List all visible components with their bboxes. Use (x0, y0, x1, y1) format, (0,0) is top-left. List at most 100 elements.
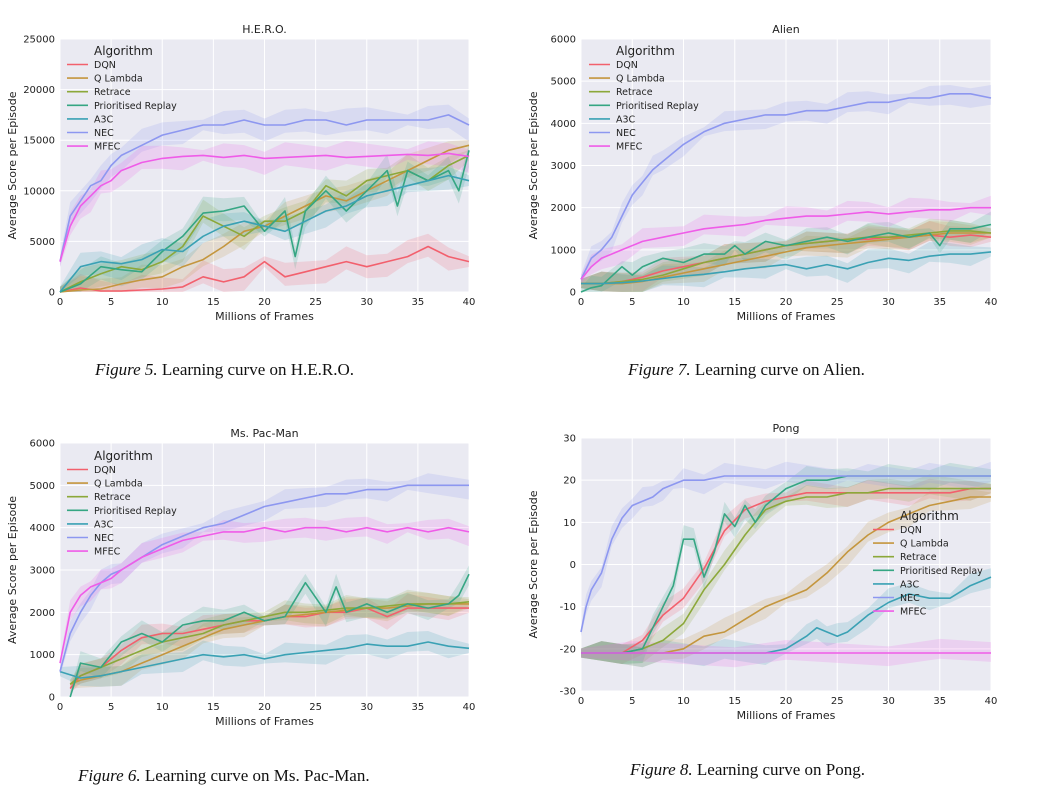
y-axis-label: Average Score per Episode (6, 91, 19, 239)
chart-h-e-r-o: 0 5 10 15 20 25 30 35 40 0 5000 10000 15000 20000 2500… (6, 23, 475, 323)
y-tick-label: 0 (570, 560, 576, 571)
legend-label-retrace: Retrace (94, 492, 131, 503)
legend-title: Algorithm (94, 44, 153, 58)
x-tick-label: 0 (57, 702, 63, 713)
legend-title: Algorithm (900, 509, 959, 523)
legend-label-retrace: Retrace (900, 552, 937, 563)
legend-label-prioritised-replay: Prioritised Replay (94, 506, 177, 517)
series-line-nec (59, 484, 469, 672)
legend: Algorithm DQN Q Lambda Retrace Prioritised R… (67, 44, 177, 153)
y-tick-label: 6000 (551, 35, 576, 46)
legend-label-q-lambda: Q Lambda (94, 74, 143, 85)
series-line-retrace (69, 601, 470, 685)
caption-alien: Figure 7. Learning curve on Alien. (628, 360, 865, 379)
x-tick-label: 15 (728, 297, 741, 308)
series-line-prioritised-replay (69, 573, 470, 698)
band-mfec (581, 195, 991, 284)
y-tick-label: 0 (49, 693, 55, 704)
x-tick-label: 25 (309, 297, 322, 308)
legend-label-dqn: DQN (900, 525, 922, 536)
band-dqn (70, 593, 469, 694)
x-tick-label: 35 (412, 297, 425, 308)
band-a3c (581, 568, 991, 668)
chart-ms-pac-man: 0 5 10 15 20 25 30 35 40 0 1000 2000 3000 4000 5000 600… (6, 427, 475, 728)
x-tick-label: 40 (985, 297, 998, 308)
band-q-lambda (581, 489, 991, 668)
legend: Algorithm DQN Q Lambda Retrace Prioritised R… (67, 449, 177, 558)
y-tick-label: -10 (560, 602, 576, 613)
y-tick-label: 0 (49, 288, 55, 299)
x-tick-label: 5 (629, 297, 635, 308)
legend-label-a3c: A3C (94, 519, 114, 530)
series-line-retrace (581, 487, 991, 654)
band-nec (581, 461, 991, 637)
band-mfec (60, 516, 469, 668)
y-axis-label: Average Score per Episode (527, 490, 540, 638)
x-tick-label: 15 (207, 702, 220, 713)
y-tick-label: 15000 (23, 136, 55, 147)
y-tick-label: 0 (570, 288, 576, 299)
x-tick-label: 10 (677, 696, 690, 707)
y-tick-label: 3000 (30, 566, 55, 577)
x-tick-label: 15 (207, 297, 220, 308)
legend-label-nec: NEC (616, 128, 636, 139)
x-tick-label: 30 (360, 297, 373, 308)
series-line-dqn (59, 245, 470, 293)
band-mfec (60, 140, 469, 267)
band-a3c (581, 242, 991, 292)
x-tick-label: 0 (578, 696, 584, 707)
series-line-retrace (59, 154, 470, 293)
chart-title: H.E.R.O. (242, 23, 286, 36)
series-line-nec (580, 475, 991, 633)
caption-pong: Figure 8. Learning curve on Pong. (630, 760, 865, 779)
series-line-prioritised-replay (59, 150, 470, 293)
legend-label-q-lambda: Q Lambda (94, 479, 143, 490)
x-tick-label: 20 (258, 297, 271, 308)
series-line-a3c (59, 641, 470, 679)
x-tick-label: 40 (463, 297, 476, 308)
band-q-lambda (70, 591, 469, 689)
legend-label-mfec: MFEC (616, 142, 643, 153)
series-line-a3c (581, 251, 992, 285)
y-tick-label: 1000 (551, 245, 576, 256)
legend-label-a3c: A3C (616, 114, 636, 125)
x-tick-label: 35 (412, 702, 425, 713)
x-tick-label: 5 (629, 696, 635, 707)
y-tick-label: 5000 (30, 481, 55, 492)
x-tick-label: 35 (933, 297, 946, 308)
legend-label-nec: NEC (900, 593, 920, 604)
legend: Algorithm DQN Q Lambda Retrace Prioritised R… (589, 44, 699, 153)
legend-label-prioritised-replay: Prioritised Replay (94, 101, 177, 112)
legend-label-nec: NEC (94, 533, 114, 544)
x-tick-label: 5 (108, 702, 114, 713)
legend-label-a3c: A3C (94, 114, 114, 125)
series-line-mfec (580, 206, 991, 280)
band-retrace (70, 589, 469, 689)
x-tick-label: 30 (882, 297, 895, 308)
legend-label-retrace: Retrace (94, 87, 131, 98)
x-axis-label: Millions of Frames (737, 310, 836, 323)
y-tick-label: -20 (560, 644, 576, 655)
y-tick-label: 1000 (30, 650, 55, 661)
y-tick-label: 2000 (30, 608, 55, 619)
legend-title: Algorithm (94, 449, 153, 463)
chart-title: Alien (772, 23, 799, 36)
series-line-dqn (581, 487, 991, 654)
band-nec (60, 473, 469, 677)
x-tick-label: 5 (108, 297, 114, 308)
legend: Algorithm DQN Q Lambda Retrace Prioritised R… (873, 509, 983, 618)
chart-title: Pong (773, 422, 800, 435)
x-tick-label: 10 (156, 702, 169, 713)
y-tick-label: 30 (563, 434, 576, 445)
band-dqn (581, 478, 991, 664)
x-axis-label: Millions of Frames (737, 709, 836, 722)
band-prioritised-replay (70, 565, 469, 697)
y-tick-label: 5000 (30, 237, 55, 248)
legend-label-a3c: A3C (900, 579, 920, 590)
series-line-prioritised-replay (580, 223, 992, 293)
legend-label-mfec: MFEC (94, 142, 121, 153)
series-line-mfec (59, 526, 470, 664)
y-tick-label: -30 (560, 687, 576, 698)
